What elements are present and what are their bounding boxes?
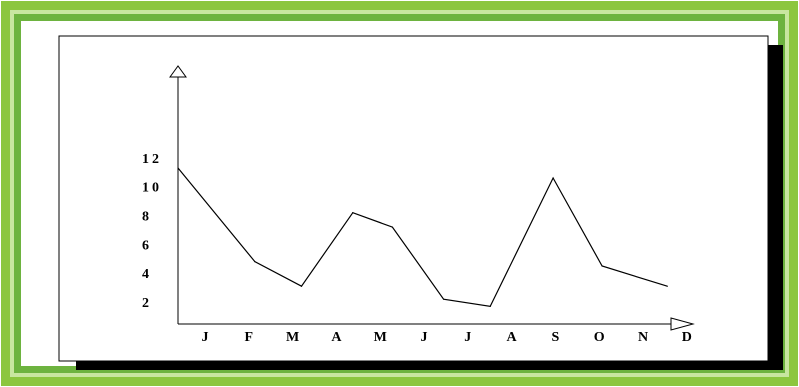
x-tick-label: N bbox=[638, 330, 648, 345]
series-point bbox=[177, 167, 179, 169]
y-tick-label: 8 bbox=[142, 210, 152, 225]
x-tick-label: J bbox=[202, 330, 209, 345]
x-tick-label: A bbox=[331, 330, 342, 345]
series-line bbox=[177, 167, 668, 308]
series-point bbox=[552, 177, 554, 179]
x-tick-label: J bbox=[464, 330, 471, 345]
x-tick-label: D bbox=[682, 330, 692, 345]
x-tick-label: O bbox=[594, 330, 605, 345]
x-tick-label: M bbox=[286, 330, 299, 345]
series-point bbox=[300, 285, 303, 287]
chart-panel bbox=[58, 35, 769, 362]
series-point bbox=[391, 226, 393, 228]
series-point bbox=[601, 265, 603, 267]
series-layer bbox=[177, 167, 668, 308]
y-axis-arrow bbox=[169, 65, 187, 78]
x-tick-label: F bbox=[245, 330, 254, 345]
series-point bbox=[489, 305, 491, 307]
series-point bbox=[443, 298, 445, 300]
y-tick-label: 12 bbox=[142, 152, 162, 167]
series-point bbox=[254, 261, 256, 263]
y-tick-label: 4 bbox=[142, 267, 152, 282]
x-tick-label: S bbox=[552, 330, 560, 345]
series-point bbox=[352, 212, 354, 214]
y-axis bbox=[169, 65, 187, 324]
series-point bbox=[666, 285, 668, 287]
y-tick-label: 2 bbox=[142, 296, 152, 311]
x-tick-label: A bbox=[507, 330, 518, 345]
y-tick-label: 10 bbox=[142, 181, 162, 196]
y-tick-label: 6 bbox=[142, 238, 152, 253]
x-axis-arrow bbox=[670, 317, 695, 331]
x-tick-label: J bbox=[421, 330, 428, 345]
y-tick-labels: 2 4 6 8 10 12 bbox=[142, 152, 162, 311]
x-tick-label: M bbox=[374, 330, 387, 345]
x-axis bbox=[178, 317, 695, 331]
